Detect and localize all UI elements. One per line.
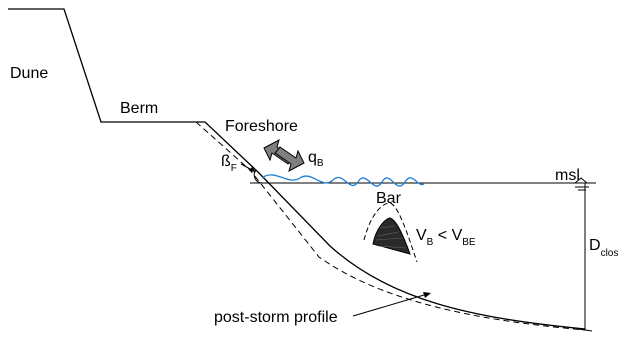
post-storm-profile-line: [195, 121, 586, 331]
equilibrium-volume-subscript: BE: [462, 237, 476, 248]
sediment-transport-arrow-icon: [263, 139, 305, 172]
beach-profile-line: [8, 8, 586, 330]
slope-angle-arrow-icon: [240, 163, 256, 172]
bar-hatching: [375, 225, 407, 249]
post-storm-leader-arrow-icon: [423, 292, 431, 298]
bar-volume-subscript: B: [427, 237, 434, 248]
msl-label: msl: [555, 167, 580, 184]
volume-comparison-label: VB < VBE: [416, 227, 476, 248]
berm-label: Berm: [120, 100, 158, 117]
closure-depth-label: Dclos: [589, 237, 618, 259]
bar-envelope-dashed: [363, 202, 418, 263]
less-than-sign: <: [433, 227, 451, 244]
slope-angle-label: ßF: [221, 153, 237, 174]
bar-volume-symbol: V: [416, 227, 427, 244]
transport-symbol: q: [308, 149, 317, 166]
post-storm-leader-line: [352, 294, 425, 317]
wave-line: [261, 174, 425, 187]
transport-subscript: B: [317, 158, 324, 169]
closure-depth-subscript: clos: [601, 248, 619, 259]
transport-label: qB: [308, 149, 324, 169]
bar-label: Bar: [376, 190, 402, 207]
post-storm-profile-label: post-storm profile: [214, 309, 338, 326]
closure-depth-bottom-tick: [577, 328, 593, 332]
dune-label: Dune: [10, 65, 48, 82]
foreshore-label: Foreshore: [225, 118, 298, 135]
closure-depth-symbol: D: [589, 237, 601, 254]
slope-angle-symbol: ß: [221, 153, 231, 170]
equilibrium-volume-symbol: V: [452, 227, 463, 244]
bar-shape: [372, 217, 411, 255]
slope-angle-subscript: F: [231, 163, 237, 174]
